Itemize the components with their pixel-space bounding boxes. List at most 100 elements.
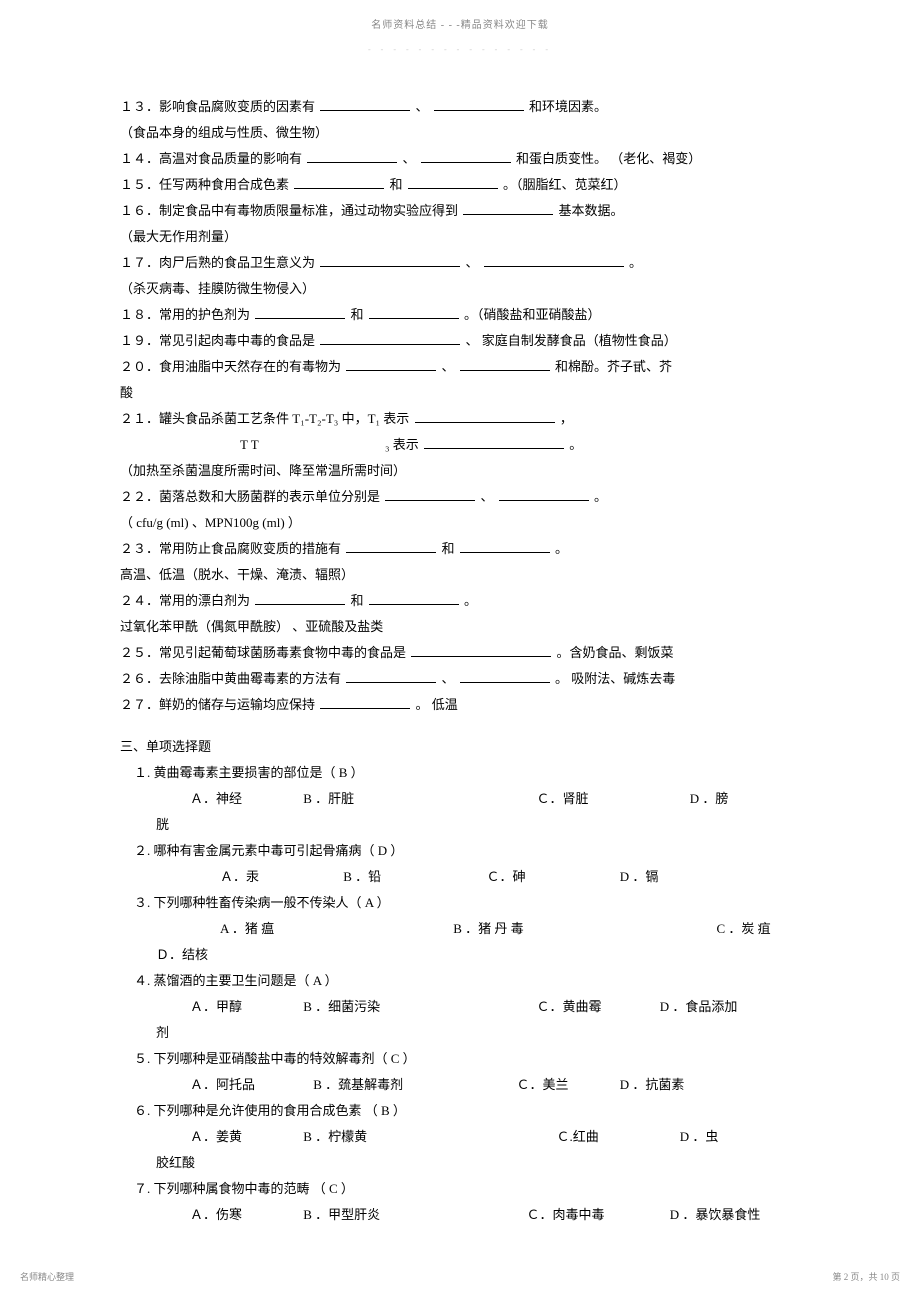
q27-text: ２７．鲜奶的储存与运输均应保持 <box>120 697 315 712</box>
q21-answer: （加热至杀菌温度所需时间、降至常温所需时间） <box>120 458 800 484</box>
mc-q1-cont: 胱 <box>120 812 800 838</box>
blank <box>499 488 589 501</box>
q22-end: 。 <box>594 489 607 504</box>
q18-end: 。（硝酸盐和亚硝酸盐） <box>464 307 601 322</box>
blank <box>484 254 624 267</box>
mc-opt-d: D ．暴饮暴食性 <box>670 1202 761 1228</box>
mc-opt-a: Ａ．阿托品 <box>190 1072 310 1098</box>
q19-line: １９．常见引起肉毒中毒的食品是 、 家庭自制发酵食品（植物性食品） <box>120 328 800 354</box>
mc-q3-stem: ３. 下列哪种牲畜传染病一般不传染人（ A ） <box>120 890 800 916</box>
mc-opt-d: D ．镉 <box>620 864 659 890</box>
q26-text: ２６．去除油脂中黄曲霉毒素的方法有 <box>120 671 341 686</box>
mc-opt-a: Ａ．神经 <box>190 786 300 812</box>
q15-line: １５．任写两种食用合成色素 和 。（胭脂红、苋菜红） <box>120 172 800 198</box>
mc-q7-options: Ａ．伤寒 B ．甲型肝炎 Ｃ．肉毒中毒 D ．暴饮暴食性 <box>120 1202 800 1228</box>
q21-end: ， <box>560 411 573 426</box>
q18-mid: 和 <box>351 307 364 322</box>
q25-end: 。含奶食品、剩饭菜 <box>557 645 674 660</box>
mc-opt-c: Ｃ．肉毒中毒 <box>527 1202 667 1228</box>
blank <box>346 540 436 553</box>
blank <box>320 98 410 111</box>
q17-end: 。 <box>629 255 642 270</box>
mc-q5-options: Ａ．阿托品 B ．巯基解毒剂 Ｃ．美兰 D ．抗菌素 <box>120 1072 800 1098</box>
mc-q1-stem: １. 黄曲霉毒素主要损害的部位是（ B ） <box>120 760 800 786</box>
q17-answer: （杀灭病毒、挂膜防微生物侵入） <box>120 276 800 302</box>
q21-line2-end: 。 <box>569 437 582 452</box>
q15-mid: 和 <box>390 177 403 192</box>
q19-text: １９．常见引起肉毒中毒的食品是 <box>120 333 315 348</box>
q23-text: ２３．常用防止食品腐败变质的措施有 <box>120 541 341 556</box>
mc-opt-b: B ．肝脏 <box>303 786 533 812</box>
blank <box>421 150 511 163</box>
mc-q2-stem: ２. 哪种有害金属元素中毒可引起骨痛病（ D ） <box>120 838 800 864</box>
q21-line2-pre: T T <box>240 437 258 452</box>
blank <box>320 332 460 345</box>
q23-line: ２３．常用防止食品腐败变质的措施有 和 。 <box>120 536 800 562</box>
mc-q2-options: Ａ．汞 B ．铅 Ｃ．砷 D ．镉 <box>120 864 800 890</box>
q21-text: ２１．罐头食品杀菌工艺条件 T₁-T₂-T₃ 中，T₁ 表示 <box>120 411 409 426</box>
mc-opt-a: Ａ．伤寒 <box>190 1202 300 1228</box>
q13-mid: 、 <box>416 99 429 114</box>
q21-line2: T T ₃ 表示 。 <box>120 432 800 458</box>
q22-answer: （ cfu/g (ml) 、MPN100g (ml) ） <box>120 510 800 536</box>
mc-q4-cont: 剂 <box>120 1020 800 1046</box>
q26-end: 。 吸附法、碱炼去毒 <box>555 671 675 686</box>
mc-q1-options: Ａ．神经 B ．肝脏 Ｃ．肾脏 D ．膀 <box>120 786 800 812</box>
blank <box>320 696 410 709</box>
mc-opt-c: Ｃ.红曲 <box>557 1124 677 1150</box>
mc-q3-cont: Ｄ．结核 <box>120 942 800 968</box>
q13-answer: （食品本身的组成与性质、微生物） <box>120 120 800 146</box>
q23-answer: 高温、低温（脱水、干燥、淹渍、辐照） <box>120 562 800 588</box>
q15-text: １５．任写两种食用合成色素 <box>120 177 289 192</box>
q25-text: ２５．常见引起葡萄球菌肠毒素食物中毒的食品是 <box>120 645 406 660</box>
blank <box>424 436 564 449</box>
q22-mid: 、 <box>481 489 494 504</box>
q20-end: 和棉酚。芥子甙、芥 <box>555 359 672 374</box>
mc-opt-d: D ．抗菌素 <box>620 1072 685 1098</box>
mc-q6-options: Ａ．姜黄 B ．柠檬黄 Ｃ.红曲 D ．虫 <box>120 1124 800 1150</box>
blank <box>320 254 460 267</box>
mc-q3-options: A ．猪 瘟 B ．猪 丹 毒 C ．炭 疽 <box>120 916 800 942</box>
q25-line: ２５．常见引起葡萄球菌肠毒素食物中毒的食品是 。含奶食品、剩饭菜 <box>120 640 800 666</box>
footer: 名师精心整理 第 2 页，共 10 页 <box>0 1268 920 1290</box>
q26-mid: 、 <box>442 671 455 686</box>
mc-opt-b: B ．细菌污染 <box>303 994 533 1020</box>
header-dots: - - - - - - - - - - - - - - - <box>0 42 920 94</box>
q17-mid: 、 <box>466 255 479 270</box>
q14-text: １４．高温对食品质量的影响有 <box>120 151 302 166</box>
blank <box>411 644 551 657</box>
q17-line: １７．肉尸后熟的食品卫生意义为 、 。 <box>120 250 800 276</box>
mc-opt-d: D ．食品添加 <box>660 994 738 1020</box>
document-content: １３．影响食品腐败变质的因素有 、 和环境因素。 （食品本身的组成与性质、微生物… <box>0 94 920 1228</box>
q13-line: １３．影响食品腐败变质的因素有 、 和环境因素。 <box>120 94 800 120</box>
blank <box>460 358 550 371</box>
q18-text: １８．常用的护色剂为 <box>120 307 250 322</box>
blank <box>463 202 553 215</box>
q13-end: 和环境因素。 <box>529 99 607 114</box>
q16-line: １６．制定食品中有毒物质限量标准，通过动物实验应得到 基本数据。 <box>120 198 800 224</box>
mc-q4-stem: ４. 蒸馏酒的主要卫生问题是（ A ） <box>120 968 800 994</box>
mc-opt-c: Ｃ．肾脏 <box>537 786 687 812</box>
mc-opt-c: Ｃ．黄曲霉 <box>537 994 657 1020</box>
mc-opt-c: Ｃ．美兰 <box>517 1072 617 1098</box>
mc-opt-c: C ．炭 疽 <box>717 916 771 942</box>
mc-opt-c: Ｃ．砷 <box>487 864 617 890</box>
mc-q6-stem: ６. 下列哪种是允许使用的食用合成色素 （ B ） <box>120 1098 800 1124</box>
blank <box>434 98 524 111</box>
q14-end: 和蛋白质变性。 （老化、褐变） <box>516 151 701 166</box>
blank <box>460 540 550 553</box>
q16-text: １６．制定食品中有毒物质限量标准，通过动物实验应得到 <box>120 203 458 218</box>
q20-cont: 酸 <box>120 380 800 406</box>
q16-end: 基本数据。 <box>559 203 624 218</box>
section3-title: 三、单项选择题 <box>120 734 800 760</box>
mc-opt-b: B ．猪 丹 毒 <box>453 916 713 942</box>
blank <box>294 176 384 189</box>
blank <box>255 592 345 605</box>
blank <box>307 150 397 163</box>
mc-opt-d: D ．膀 <box>690 786 729 812</box>
q19-end: 、 家庭自制发酵食品（植物性食品） <box>466 333 677 348</box>
footer-left: 名师精心整理 <box>20 1268 74 1286</box>
blank <box>346 670 436 683</box>
footer-right: 第 2 页，共 10 页 <box>832 1268 900 1286</box>
mc-opt-b: B ．柠檬黄 <box>303 1124 553 1150</box>
